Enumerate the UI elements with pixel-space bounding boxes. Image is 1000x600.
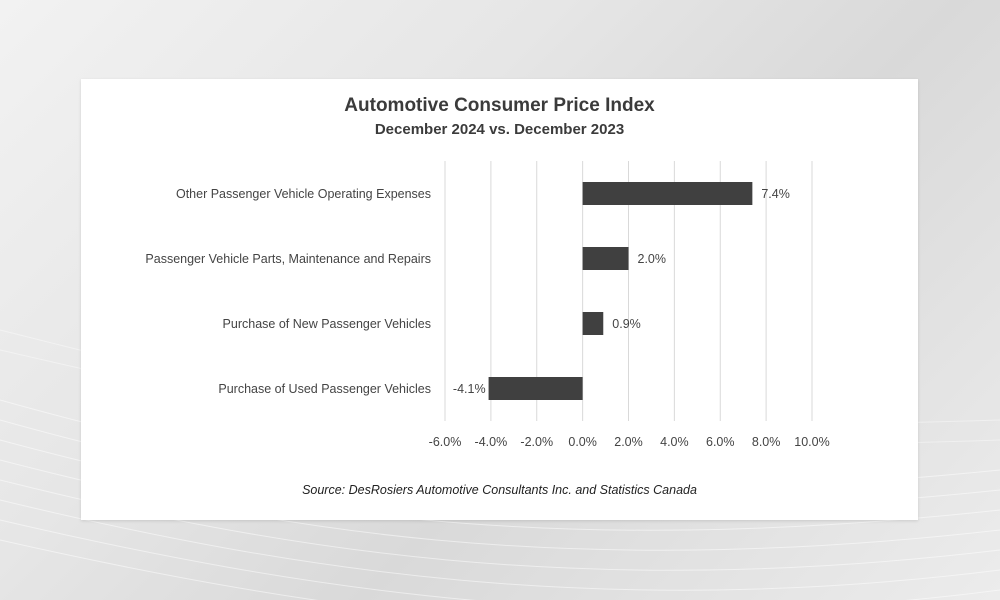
bar bbox=[582, 312, 604, 335]
x-tick-label: -2.0% bbox=[520, 435, 553, 449]
x-tick-label: 6.0% bbox=[706, 435, 735, 449]
data-label: -4.1% bbox=[453, 382, 486, 396]
data-label: 7.4% bbox=[761, 187, 790, 201]
chart-title: Automotive Consumer Price Index bbox=[344, 95, 655, 116]
bar bbox=[488, 377, 583, 400]
x-tick-label: -4.0% bbox=[475, 435, 508, 449]
chart-source: Source: DesRosiers Automotive Consultant… bbox=[302, 483, 697, 497]
bar bbox=[582, 182, 753, 205]
category-label: Purchase of New Passenger Vehicles bbox=[223, 317, 431, 331]
category-label: Purchase of Used Passenger Vehicles bbox=[218, 382, 431, 396]
chart-card: Automotive Consumer Price Index December… bbox=[81, 79, 918, 520]
x-tick-label: -6.0% bbox=[429, 435, 462, 449]
x-tick-label: 8.0% bbox=[752, 435, 781, 449]
category-label: Passenger Vehicle Parts, Maintenance and… bbox=[145, 252, 431, 266]
bar-chart: -6.0% -4.0% -2.0% 0.0% 2.0% 4.0% 6.0% 8.0% 10.0%… bbox=[145, 161, 830, 449]
chart-subtitle: December 2024 vs. December 2023 bbox=[374, 121, 625, 138]
x-tick-label: 10.0% bbox=[794, 435, 829, 449]
x-tick-label: 2.0% bbox=[614, 435, 643, 449]
data-label: 0.9% bbox=[612, 317, 641, 331]
x-tick-label: 4.0% bbox=[660, 435, 689, 449]
x-tick-label: 0.0% bbox=[568, 435, 597, 449]
bar bbox=[582, 247, 629, 270]
data-label: 2.0% bbox=[638, 252, 667, 266]
category-label: Other Passenger Vehicle Operating Expens… bbox=[176, 187, 431, 201]
